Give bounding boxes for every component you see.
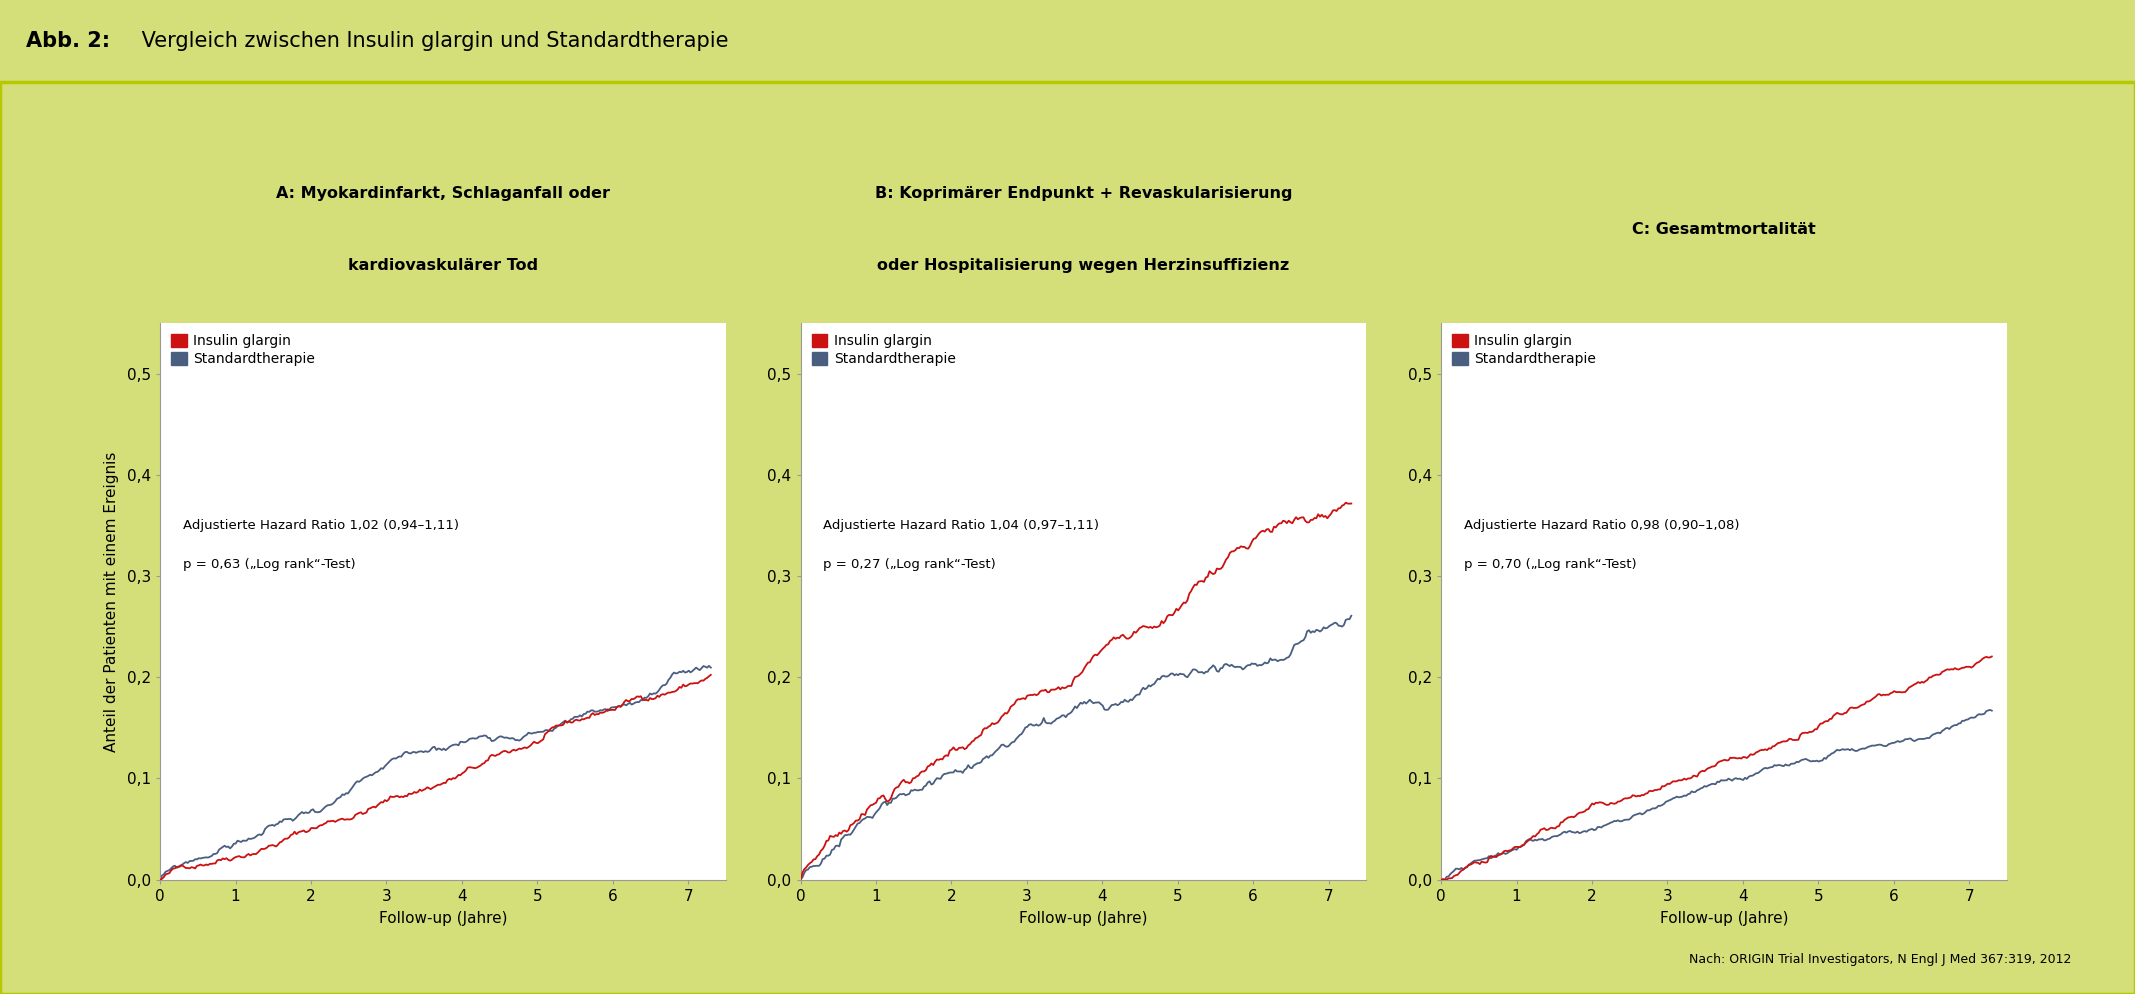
Text: Abb. 2:: Abb. 2: — [26, 31, 109, 51]
Text: p = 0,27 („Log rank“-Test): p = 0,27 („Log rank“-Test) — [824, 558, 997, 571]
Legend: Insulin glargin, Standardtherapie: Insulin glargin, Standardtherapie — [1448, 330, 1601, 371]
Text: p = 0,70 („Log rank“-Test): p = 0,70 („Log rank“-Test) — [1465, 558, 1635, 571]
X-axis label: Follow-up (Jahre): Follow-up (Jahre) — [1659, 911, 1789, 925]
Text: B: Koprimärer Endpunkt + Revaskularisierung: B: Koprimärer Endpunkt + Revaskularisier… — [875, 186, 1292, 201]
X-axis label: Follow-up (Jahre): Follow-up (Jahre) — [378, 911, 508, 925]
Legend: Insulin glargin, Standardtherapie: Insulin glargin, Standardtherapie — [807, 330, 961, 371]
Text: Adjustierte Hazard Ratio 1,04 (0,97–1,11): Adjustierte Hazard Ratio 1,04 (0,97–1,11… — [824, 519, 1100, 532]
Text: oder Hospitalisierung wegen Herzinsuffizienz: oder Hospitalisierung wegen Herzinsuffiz… — [877, 258, 1290, 273]
Y-axis label: Anteil der Patienten mit einem Ereignis: Anteil der Patienten mit einem Ereignis — [102, 451, 120, 751]
Text: Vergleich zwischen Insulin glargin und Standardtherapie: Vergleich zwischen Insulin glargin und S… — [135, 31, 728, 51]
Text: C: Gesamtmortalität: C: Gesamtmortalität — [1631, 222, 1817, 237]
Text: p = 0,63 („Log rank“-Test): p = 0,63 („Log rank“-Test) — [184, 558, 354, 571]
Text: Adjustierte Hazard Ratio 0,98 (0,90–1,08): Adjustierte Hazard Ratio 0,98 (0,90–1,08… — [1465, 519, 1740, 532]
Legend: Insulin glargin, Standardtherapie: Insulin glargin, Standardtherapie — [167, 330, 320, 371]
Text: kardiovaskulärer Tod: kardiovaskulärer Tod — [348, 258, 538, 273]
Text: A: Myokardinfarkt, Schlaganfall oder: A: Myokardinfarkt, Schlaganfall oder — [275, 186, 611, 201]
Text: Nach: ORIGIN Trial Investigators, N Engl J Med 367:319, 2012: Nach: ORIGIN Trial Investigators, N Engl… — [1689, 953, 2071, 966]
X-axis label: Follow-up (Jahre): Follow-up (Jahre) — [1018, 911, 1149, 925]
Text: Adjustierte Hazard Ratio 1,02 (0,94–1,11): Adjustierte Hazard Ratio 1,02 (0,94–1,11… — [184, 519, 459, 532]
